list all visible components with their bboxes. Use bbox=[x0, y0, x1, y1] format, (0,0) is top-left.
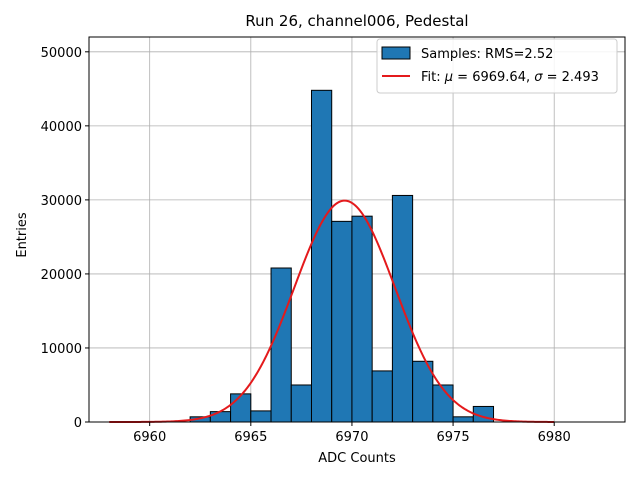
x-tick-label: 6965 bbox=[234, 430, 267, 445]
y-tick-label: 30000 bbox=[41, 194, 82, 209]
y-tick-label: 0 bbox=[74, 416, 82, 431]
legend-fit-sigma-value: = 2.493 bbox=[542, 70, 598, 85]
gaussian-fit-curve bbox=[109, 199, 555, 423]
legend-box bbox=[376, 38, 618, 94]
y-axis-label: Entries bbox=[15, 212, 30, 258]
x-tick-label: 6980 bbox=[538, 430, 571, 445]
histogram-bar bbox=[290, 384, 312, 423]
legend: Samples: RMS=2.52 Fit: μ = 6969.64, σ = … bbox=[376, 38, 618, 94]
legend-fit-label: Fit: μ = 6969.64, σ = 2.493 bbox=[421, 70, 599, 85]
plot-area-frame bbox=[88, 36, 626, 423]
x-tick-label: 6970 bbox=[335, 430, 368, 445]
x-axis-label: ADC Counts bbox=[318, 451, 396, 466]
y-axis-ticks: 0 10000 20000 30000 40000 50000 bbox=[41, 46, 89, 431]
legend-fit-prefix: Fit: bbox=[421, 70, 445, 85]
legend-fit-mu-symbol: μ bbox=[444, 70, 453, 85]
x-tick-label: 6960 bbox=[133, 430, 166, 445]
x-tick-label: 6975 bbox=[437, 430, 470, 445]
histogram-bar bbox=[209, 411, 232, 423]
chart-title: Run 26, channel006, Pedestal bbox=[245, 12, 468, 30]
legend-samples-label: Samples: RMS=2.52 bbox=[421, 47, 553, 62]
histogram-bar bbox=[310, 89, 333, 423]
legend-fit-sigma-symbol: σ bbox=[534, 70, 543, 85]
legend-fit-mu-value: = 6969.64, bbox=[453, 70, 534, 85]
histogram-bar bbox=[371, 370, 393, 423]
histogram-bar bbox=[230, 393, 252, 423]
y-tick-label: 40000 bbox=[41, 120, 82, 135]
y-tick-label: 10000 bbox=[41, 342, 82, 357]
histogram-bar bbox=[432, 384, 454, 423]
y-tick-label: 50000 bbox=[41, 46, 82, 61]
histogram-bar bbox=[452, 416, 474, 423]
y-tick-label: 20000 bbox=[41, 268, 82, 283]
histogram-bar bbox=[331, 220, 353, 423]
legend-samples-swatch bbox=[381, 46, 411, 60]
x-axis-ticks: 6960 6965 6970 6975 6980 bbox=[133, 422, 571, 445]
histogram-bars bbox=[189, 89, 495, 423]
histogram-bar bbox=[270, 267, 292, 423]
histogram-bar bbox=[250, 410, 272, 423]
histogram-bar bbox=[351, 215, 373, 423]
